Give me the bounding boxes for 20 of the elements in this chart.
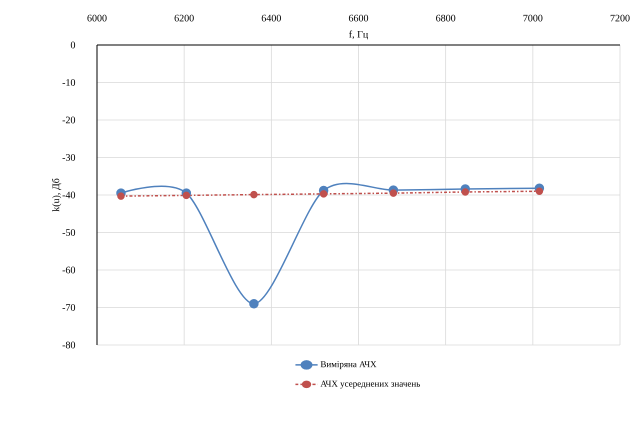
x-tick-label: 6800 [436, 14, 456, 22]
y-tick-label: -10 [62, 79, 76, 86]
y-tick-label: -60 [62, 266, 76, 274]
x-axis-title: f, Гц [349, 30, 368, 40]
x-tick-label: 6200 [174, 14, 194, 22]
x-tick-label: 7200 [610, 14, 630, 22]
x-tick-label: 6400 [262, 14, 281, 22]
legend-label: АЧХ усереднених значень [320, 380, 420, 389]
x-tick-label: 6600 [348, 14, 368, 22]
y-tick-label: -30 [62, 154, 76, 161]
x-tick-label: 6000 [87, 14, 107, 22]
y-tick-label: 0 [70, 42, 76, 48]
y-axis-title: k(u), Дб [52, 178, 62, 212]
y-tick-label: -20 [62, 116, 76, 124]
legend-label: Виміряна АЧХ [320, 361, 376, 370]
y-tick-label: -40 [62, 192, 76, 198]
y-tick-label: -80 [62, 342, 76, 348]
x-tick-label: 7000 [523, 14, 542, 22]
y-tick-label: -50 [62, 229, 76, 236]
y-tick-label: -70 [62, 304, 76, 311]
